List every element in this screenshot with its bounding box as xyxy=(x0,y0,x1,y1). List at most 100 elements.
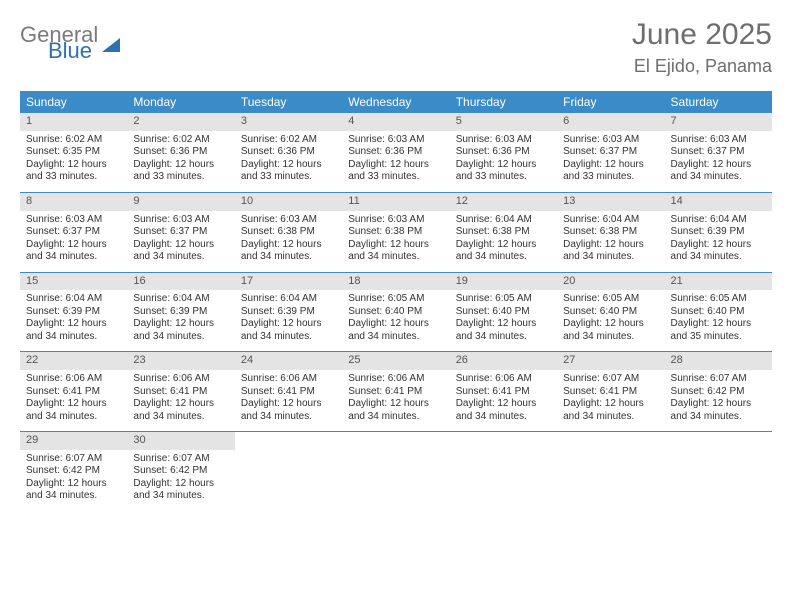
calendar-cell: .. xyxy=(665,432,772,511)
sunrise-line: Sunrise: 6:06 AM xyxy=(133,373,228,386)
daylight-line: Daylight: 12 hours and 34 minutes. xyxy=(456,239,551,264)
sunrise-line: Sunrise: 6:07 AM xyxy=(671,373,766,386)
day-number: 1 xyxy=(20,113,127,131)
calendar-cell: 2Sunrise: 6:02 AMSunset: 6:36 PMDaylight… xyxy=(127,113,234,192)
daylight-line: Daylight: 12 hours and 34 minutes. xyxy=(671,239,766,264)
calendar-cell: 11Sunrise: 6:03 AMSunset: 6:38 PMDayligh… xyxy=(342,192,449,272)
weekday-header: Saturday xyxy=(665,91,772,113)
day-body: Sunrise: 6:07 AMSunset: 6:42 PMDaylight:… xyxy=(127,450,234,511)
calendar-page: General Blue June 2025 El Ejido, Panama … xyxy=(0,0,792,521)
day-body: Sunrise: 6:02 AMSunset: 6:35 PMDaylight:… xyxy=(20,131,127,192)
daylight-line: Daylight: 12 hours and 34 minutes. xyxy=(133,239,228,264)
day-body: Sunrise: 6:03 AMSunset: 6:36 PMDaylight:… xyxy=(450,131,557,192)
sunrise-line: Sunrise: 6:03 AM xyxy=(26,214,121,227)
daylight-line: Daylight: 12 hours and 34 minutes. xyxy=(671,398,766,423)
calendar-cell: 27Sunrise: 6:07 AMSunset: 6:41 PMDayligh… xyxy=(557,352,664,432)
calendar-cell: 25Sunrise: 6:06 AMSunset: 6:41 PMDayligh… xyxy=(342,352,449,432)
sunset-line: Sunset: 6:38 PM xyxy=(241,226,336,239)
sunrise-line: Sunrise: 6:07 AM xyxy=(26,453,121,466)
sunrise-line: Sunrise: 6:06 AM xyxy=(241,373,336,386)
sunrise-line: Sunrise: 6:04 AM xyxy=(456,214,551,227)
calendar-cell: 4Sunrise: 6:03 AMSunset: 6:36 PMDaylight… xyxy=(342,113,449,192)
calendar-cell: 3Sunrise: 6:02 AMSunset: 6:36 PMDaylight… xyxy=(235,113,342,192)
sunset-line: Sunset: 6:39 PM xyxy=(26,306,121,319)
logo-text: General Blue xyxy=(20,24,98,62)
calendar-cell: 22Sunrise: 6:06 AMSunset: 6:41 PMDayligh… xyxy=(20,352,127,432)
day-number: 15 xyxy=(20,273,127,291)
day-body: Sunrise: 6:06 AMSunset: 6:41 PMDaylight:… xyxy=(127,370,234,431)
day-number: 18 xyxy=(342,273,449,291)
day-body: Sunrise: 6:06 AMSunset: 6:41 PMDaylight:… xyxy=(20,370,127,431)
calendar-cell: 21Sunrise: 6:05 AMSunset: 6:40 PMDayligh… xyxy=(665,272,772,352)
sunset-line: Sunset: 6:38 PM xyxy=(456,226,551,239)
calendar-table: SundayMondayTuesdayWednesdayThursdayFrid… xyxy=(20,91,772,511)
calendar-cell: 19Sunrise: 6:05 AMSunset: 6:40 PMDayligh… xyxy=(450,272,557,352)
sunset-line: Sunset: 6:40 PM xyxy=(456,306,551,319)
sunrise-line: Sunrise: 6:05 AM xyxy=(563,293,658,306)
sunrise-line: Sunrise: 6:05 AM xyxy=(456,293,551,306)
sunset-line: Sunset: 6:39 PM xyxy=(133,306,228,319)
weekday-header: Friday xyxy=(557,91,664,113)
sunset-line: Sunset: 6:37 PM xyxy=(671,146,766,159)
day-body: Sunrise: 6:03 AMSunset: 6:37 PMDaylight:… xyxy=(557,131,664,192)
calendar-cell: 15Sunrise: 6:04 AMSunset: 6:39 PMDayligh… xyxy=(20,272,127,352)
calendar-cell: 6Sunrise: 6:03 AMSunset: 6:37 PMDaylight… xyxy=(557,113,664,192)
daylight-line: Daylight: 12 hours and 34 minutes. xyxy=(563,318,658,343)
weekday-header: Monday xyxy=(127,91,234,113)
day-number: 7 xyxy=(665,113,772,131)
calendar-cell: .. xyxy=(450,432,557,511)
day-body: Sunrise: 6:03 AMSunset: 6:36 PMDaylight:… xyxy=(342,131,449,192)
daylight-line: Daylight: 12 hours and 34 minutes. xyxy=(348,398,443,423)
daylight-line: Daylight: 12 hours and 33 minutes. xyxy=(133,159,228,184)
sunset-line: Sunset: 6:41 PM xyxy=(133,386,228,399)
calendar-row: 15Sunrise: 6:04 AMSunset: 6:39 PMDayligh… xyxy=(20,272,772,352)
day-body: Sunrise: 6:07 AMSunset: 6:42 PMDaylight:… xyxy=(20,450,127,511)
daylight-line: Daylight: 12 hours and 34 minutes. xyxy=(456,398,551,423)
day-number: 28 xyxy=(665,352,772,370)
daylight-line: Daylight: 12 hours and 34 minutes. xyxy=(563,398,658,423)
day-number: 17 xyxy=(235,273,342,291)
sunrise-line: Sunrise: 6:02 AM xyxy=(241,134,336,147)
calendar-cell: 10Sunrise: 6:03 AMSunset: 6:38 PMDayligh… xyxy=(235,192,342,272)
calendar-cell: 30Sunrise: 6:07 AMSunset: 6:42 PMDayligh… xyxy=(127,432,234,511)
daylight-line: Daylight: 12 hours and 33 minutes. xyxy=(348,159,443,184)
sunset-line: Sunset: 6:41 PM xyxy=(348,386,443,399)
day-body: Sunrise: 6:03 AMSunset: 6:38 PMDaylight:… xyxy=(235,211,342,272)
calendar-cell: 29Sunrise: 6:07 AMSunset: 6:42 PMDayligh… xyxy=(20,432,127,511)
sunset-line: Sunset: 6:42 PM xyxy=(133,465,228,478)
day-body: Sunrise: 6:06 AMSunset: 6:41 PMDaylight:… xyxy=(450,370,557,431)
calendar-cell: 5Sunrise: 6:03 AMSunset: 6:36 PMDaylight… xyxy=(450,113,557,192)
sunrise-line: Sunrise: 6:03 AM xyxy=(241,214,336,227)
day-body: Sunrise: 6:02 AMSunset: 6:36 PMDaylight:… xyxy=(127,131,234,192)
sunset-line: Sunset: 6:37 PM xyxy=(133,226,228,239)
weekday-header: Wednesday xyxy=(342,91,449,113)
day-number: 2 xyxy=(127,113,234,131)
daylight-line: Daylight: 12 hours and 35 minutes. xyxy=(671,318,766,343)
sunrise-line: Sunrise: 6:03 AM xyxy=(456,134,551,147)
daylight-line: Daylight: 12 hours and 34 minutes. xyxy=(241,398,336,423)
day-number: 3 xyxy=(235,113,342,131)
sunset-line: Sunset: 6:38 PM xyxy=(348,226,443,239)
day-body: Sunrise: 6:04 AMSunset: 6:38 PMDaylight:… xyxy=(557,211,664,272)
daylight-line: Daylight: 12 hours and 34 minutes. xyxy=(133,318,228,343)
sunrise-line: Sunrise: 6:06 AM xyxy=(26,373,121,386)
day-number: 12 xyxy=(450,193,557,211)
sunset-line: Sunset: 6:41 PM xyxy=(241,386,336,399)
day-number: 14 xyxy=(665,193,772,211)
day-number: 30 xyxy=(127,432,234,450)
sunset-line: Sunset: 6:41 PM xyxy=(456,386,551,399)
sunrise-line: Sunrise: 6:04 AM xyxy=(241,293,336,306)
title-location: El Ejido, Panama xyxy=(632,56,772,77)
calendar-row: 8Sunrise: 6:03 AMSunset: 6:37 PMDaylight… xyxy=(20,192,772,272)
day-body: Sunrise: 6:04 AMSunset: 6:39 PMDaylight:… xyxy=(20,290,127,351)
day-number: 29 xyxy=(20,432,127,450)
daylight-line: Daylight: 12 hours and 34 minutes. xyxy=(26,239,121,264)
day-body: Sunrise: 6:05 AMSunset: 6:40 PMDaylight:… xyxy=(342,290,449,351)
weekday-row: SundayMondayTuesdayWednesdayThursdayFrid… xyxy=(20,91,772,113)
day-number: 23 xyxy=(127,352,234,370)
sunrise-line: Sunrise: 6:07 AM xyxy=(133,453,228,466)
daylight-line: Daylight: 12 hours and 33 minutes. xyxy=(26,159,121,184)
calendar-cell: 13Sunrise: 6:04 AMSunset: 6:38 PMDayligh… xyxy=(557,192,664,272)
calendar-cell: .. xyxy=(342,432,449,511)
day-body: Sunrise: 6:06 AMSunset: 6:41 PMDaylight:… xyxy=(342,370,449,431)
